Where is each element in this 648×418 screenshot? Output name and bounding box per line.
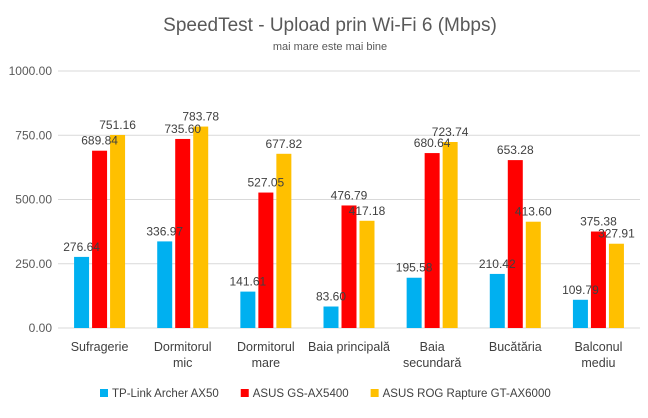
legend-label: ASUS ROG Rapture GT-AX6000 xyxy=(383,388,551,400)
data-label: 210.42 xyxy=(479,257,516,271)
data-label: 527.05 xyxy=(248,176,285,190)
bar xyxy=(359,220,375,328)
bar xyxy=(406,277,422,328)
data-label: 735.60 xyxy=(164,122,201,136)
bar xyxy=(489,273,505,328)
bar xyxy=(276,153,292,328)
data-label: 83.60 xyxy=(316,290,346,304)
x-tick-label: secundară xyxy=(403,356,461,370)
data-label: 109.79 xyxy=(562,283,599,297)
data-label: 689.84 xyxy=(81,134,118,148)
data-label: 141.61 xyxy=(230,275,267,289)
chart-title: SpeedTest - Upload prin Wi-Fi 6 (Mbps) xyxy=(163,15,497,36)
data-label: 417.18 xyxy=(349,204,386,218)
data-label: 476.79 xyxy=(331,188,368,202)
y-tick-label: 250.00 xyxy=(15,257,52,271)
x-tick-label: Dormitorul xyxy=(154,340,212,354)
bar xyxy=(572,299,588,328)
y-tick-label: 1000.00 xyxy=(9,64,53,78)
data-label: 336.97 xyxy=(146,224,183,238)
y-tick-label: 750.00 xyxy=(15,128,52,142)
bar xyxy=(525,221,541,328)
bar xyxy=(341,205,357,328)
bar xyxy=(92,150,108,328)
legend-swatch xyxy=(370,389,379,397)
data-label: 653.28 xyxy=(497,143,534,157)
x-tick-label: Dormitorul xyxy=(237,340,295,354)
bar xyxy=(193,126,209,328)
x-tick-label: mic xyxy=(173,356,192,370)
bar xyxy=(240,291,256,328)
data-label: 195.58 xyxy=(396,261,433,275)
data-label: 276.64 xyxy=(63,240,100,254)
bar xyxy=(175,138,191,328)
bar xyxy=(110,134,126,328)
x-tick-label: mediu xyxy=(581,356,615,370)
data-label: 751.16 xyxy=(99,118,136,132)
legend-label: TP-Link Archer AX50 xyxy=(112,388,219,400)
x-tick-label: Bucătăria xyxy=(489,340,542,354)
y-tick-label: 500.00 xyxy=(15,193,52,207)
bar xyxy=(590,231,606,328)
bar xyxy=(157,241,173,328)
x-tick-label: Baia xyxy=(420,340,445,354)
legend-swatch xyxy=(100,389,108,397)
legend-swatch xyxy=(240,389,249,397)
data-label: 783.78 xyxy=(182,110,219,124)
x-tick-label: Baia principală xyxy=(308,340,390,354)
x-tick-label: Balconul xyxy=(574,340,622,354)
data-label: 680.64 xyxy=(414,136,451,150)
data-label: 677.82 xyxy=(266,137,303,151)
x-tick-label: mare xyxy=(252,356,281,370)
bar xyxy=(507,160,523,328)
x-tick-label: Sufragerie xyxy=(71,340,129,354)
chart-subtitle: mai mare este mai bine xyxy=(273,41,387,53)
bar xyxy=(442,141,458,328)
data-label: 327.91 xyxy=(598,227,635,241)
data-label: 413.60 xyxy=(515,205,552,219)
data-label: 375.38 xyxy=(580,215,617,229)
bar xyxy=(74,256,90,328)
legend-label: ASUS GS-AX5400 xyxy=(253,388,349,400)
data-label: 723.74 xyxy=(432,125,469,139)
bar xyxy=(323,306,339,328)
bar xyxy=(424,153,440,328)
bar xyxy=(258,192,274,328)
bar xyxy=(608,243,624,328)
y-tick-label: 0.00 xyxy=(29,321,53,335)
